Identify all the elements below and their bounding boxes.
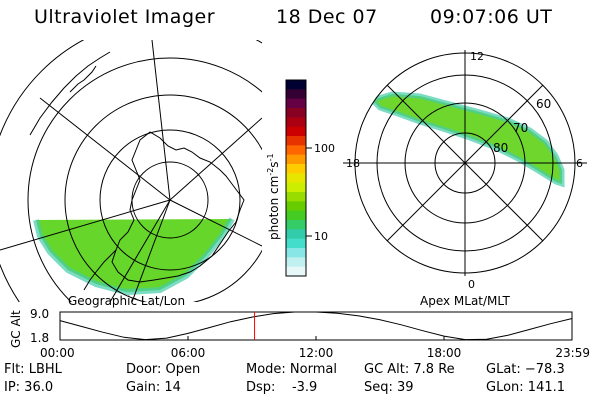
right-aurora-edge (367, 91, 565, 188)
colorbar-unit-label: photon cm-2s-1 (266, 153, 281, 240)
colorbar-strip (286, 220, 306, 230)
colorbar-strip (286, 136, 306, 146)
right-aurora-swath (372, 94, 562, 184)
mlt-label-12: 12 (470, 50, 484, 63)
colorbar-strip (286, 257, 306, 268)
time-label: 09:07:06 UT (430, 6, 553, 28)
mlt-label-0: 0 (468, 278, 475, 291)
door-info: Door: Open (126, 362, 201, 377)
glat-info: GLat: −78.3 (486, 362, 565, 377)
colorbar-tick-label-100: 100 (314, 142, 335, 155)
timeline-xticks: 00:00 06:00 12:00 18:00 23:59 (40, 336, 590, 360)
seq-info: Seq: 39 (364, 380, 414, 395)
dsp-info: Dsp: -3.9 (246, 380, 318, 395)
africa-coast (69, 65, 97, 93)
timeline-frame (59, 311, 573, 341)
latitude-circles (0, 40, 262, 302)
app-title: Ultraviolet Imager (34, 6, 216, 28)
mode-info: Mode: Normal (246, 362, 337, 377)
left-aurora-edge (33, 217, 235, 296)
mlat-label-60: 60 (536, 97, 551, 111)
colorbar-frame (285, 79, 307, 277)
left-aurora-swath (36, 219, 232, 292)
timeline-xtick-label: 18:00 (427, 346, 462, 360)
colorbar-gradient (286, 80, 306, 277)
timeline-xtick-label: 12:00 (299, 346, 334, 360)
colorbar-strip (286, 173, 306, 184)
colorbar-strip (286, 229, 306, 240)
gc-alt-info: GC Alt: 7.8 Re (364, 362, 455, 377)
mlt-label-18: 18 (346, 157, 360, 170)
geographic-map (0, 40, 262, 302)
ip-info: IP: 36.0 (4, 380, 54, 395)
mlt-label-6: 6 (576, 157, 583, 170)
colorbar-strip (286, 182, 306, 193)
colorbar-strip (286, 192, 306, 202)
timeline-xtick-label: 00:00 (40, 346, 75, 360)
colorbar-strip (286, 89, 306, 100)
colorbar-strip (286, 248, 306, 258)
colorbar-strip (286, 210, 306, 221)
colorbar-tick-label-10: 10 (314, 230, 328, 243)
colorbar: 100 10 photon cm-2s-1 (266, 79, 335, 277)
filter-info: Flt: LBHL (4, 362, 62, 377)
colorbar-strip (286, 266, 306, 277)
colorbar-strip (286, 126, 306, 137)
antarctic-peninsula (83, 249, 117, 291)
apex-polar-plot: 12 18 6 0 60 70 80 (343, 50, 587, 291)
altitude-series-line (59, 311, 572, 341)
date-label: 18 Dec 07 (276, 6, 378, 28)
mlt-lines (343, 50, 587, 276)
colorbar-strip (286, 108, 306, 118)
colorbar-strip (286, 164, 306, 174)
colorbar-strip (286, 154, 306, 165)
mlat-label-80: 80 (493, 141, 508, 155)
right-map-caption: Apex MLat/MLT (420, 294, 510, 308)
left-map-caption: Geographic Lat/Lon (68, 294, 185, 308)
timeline-ylabel: GC Alt (9, 310, 23, 348)
colorbar-strip (286, 145, 306, 156)
meridians (0, 40, 262, 302)
colorbar-strip (286, 238, 306, 249)
colorbar-strip (286, 98, 306, 109)
antarctica-coastline (111, 131, 245, 283)
timeline-ytick-top: 9.0 (30, 307, 49, 321)
colorbar-strip (286, 117, 306, 128)
mlat-label-70: 70 (513, 121, 528, 135)
timeline-ytick-bottom: 1.8 (30, 331, 49, 345)
timeline-xtick-label: 06:00 (171, 346, 206, 360)
timeline-xtick-label: 23:59 (555, 346, 590, 360)
gain-info: Gain: 14 (126, 380, 181, 395)
glon-info: GLon: 141.1 (486, 380, 566, 395)
colorbar-strip (286, 80, 306, 90)
south-america-coast (29, 51, 111, 136)
colorbar-strip (286, 201, 306, 212)
altitude-timeline: GC Alt 9.0 1.8 00:00 06:00 12:00 18:00 23:59 (9, 307, 590, 360)
